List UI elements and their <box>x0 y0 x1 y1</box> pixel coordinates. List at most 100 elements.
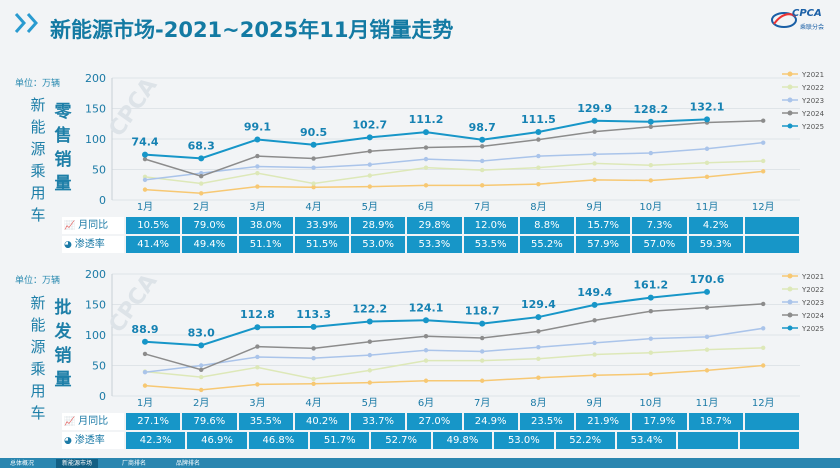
row-label-text: 渗透率 <box>74 239 105 250</box>
data-label: 88.9 <box>131 323 158 336</box>
data-point <box>704 305 710 310</box>
data-point <box>366 134 373 141</box>
legend-marker <box>787 97 793 103</box>
series-line-y2023 <box>144 327 764 373</box>
table-cell: 28.9% <box>351 217 408 234</box>
data-point <box>592 152 597 157</box>
x-tick-label: 9月 <box>586 397 602 409</box>
footer-bar <box>0 458 840 468</box>
data-point <box>199 374 204 380</box>
data-point <box>255 354 260 360</box>
legend-label: Y2022 <box>801 286 824 294</box>
data-table-retail: 📈 月同比 10.5% 79.0% 38.0% 33.9% 28.9% 29.8% 12.0%… <box>62 217 799 255</box>
x-tick-label: 5月 <box>362 201 378 213</box>
cpca-logo <box>771 12 797 28</box>
table-row: 📈 月同比 10.5% 79.0% 38.0% 33.9% 28.9% 29.8% 12.0%… <box>62 217 799 234</box>
data-point <box>761 345 766 351</box>
data-label: 132.1 <box>690 100 725 113</box>
footer-tab[interactable]: 厂商排名 <box>122 460 147 467</box>
table-cell: 23.5% <box>519 413 576 430</box>
table-cell: 35.5% <box>238 413 295 430</box>
y-tick-label: 100 <box>85 329 106 342</box>
data-point <box>423 145 429 150</box>
data-point <box>648 124 653 129</box>
data-point <box>592 161 597 166</box>
line-chart-icon: 📈 <box>64 221 79 231</box>
data-label: 170.6 <box>690 273 725 286</box>
data-point <box>647 294 654 301</box>
x-tick-label: 3月 <box>249 201 265 213</box>
table-row-label: ◕ 渗透率 <box>62 236 126 253</box>
data-point <box>311 381 316 386</box>
data-point <box>704 334 710 340</box>
data-point <box>423 378 429 383</box>
series-line-y2024 <box>144 303 764 371</box>
table-cell <box>744 217 799 234</box>
x-tick-label: 12月 <box>752 397 775 409</box>
line-chart-icon: 📈 <box>64 417 79 427</box>
data-point <box>142 187 148 192</box>
y-tick-label: 200 <box>85 268 106 281</box>
data-label: 74.4 <box>131 136 158 149</box>
data-point <box>311 355 316 361</box>
data-point <box>367 184 372 189</box>
data-point <box>255 382 260 387</box>
x-tick-label: 7月 <box>474 201 490 213</box>
data-point <box>480 349 485 354</box>
data-point <box>648 309 653 314</box>
data-point <box>648 150 653 156</box>
legend-label: Y2024 <box>801 312 825 320</box>
data-point <box>142 174 148 180</box>
data-point <box>704 288 710 295</box>
data-point <box>367 162 372 167</box>
table-cell: 46.8% <box>248 432 311 449</box>
y-tick-label: 200 <box>85 72 106 85</box>
data-point <box>591 301 598 308</box>
data-point <box>536 165 541 170</box>
data-point <box>367 380 372 385</box>
table-cell: 12.0% <box>463 217 520 234</box>
data-point <box>199 181 204 186</box>
data-point <box>647 118 654 125</box>
data-label: 113.3 <box>296 308 331 321</box>
row-label-text: 月同比 <box>78 220 109 231</box>
data-point <box>255 164 260 169</box>
data-point <box>142 351 148 357</box>
unit-label: 单位：万辆 <box>15 79 61 89</box>
y-tick-label: 150 <box>85 299 106 312</box>
legend-label: Y2021 <box>801 273 824 281</box>
logo-text: CPCA <box>792 8 822 19</box>
legend-label: Y2025 <box>801 123 824 131</box>
x-tick-label: 2月 <box>193 397 209 409</box>
table-cell: 27.0% <box>407 413 464 430</box>
footer-tab[interactable]: 品牌排名 <box>176 460 201 467</box>
data-point <box>704 116 710 123</box>
pie-chart-icon: ◕ <box>64 436 75 446</box>
data-point <box>423 358 429 363</box>
table-row-label: ◕ 渗透率 <box>62 432 126 449</box>
data-point <box>199 191 204 196</box>
footer-tab[interactable]: 总体概况 <box>10 460 35 467</box>
x-tick-label: 2月 <box>193 201 209 213</box>
footer-tab-active[interactable]: 新能源市场 <box>56 459 99 468</box>
data-point <box>592 340 597 346</box>
data-point <box>761 140 766 145</box>
data-point <box>254 324 261 331</box>
data-label: 98.7 <box>469 121 496 134</box>
table-row-label: 📈 月同比 <box>62 413 126 430</box>
data-point <box>367 173 372 178</box>
legend-label: Y2022 <box>801 84 824 92</box>
data-point <box>311 184 316 190</box>
y-tick-label: 50 <box>92 360 106 373</box>
legend-label: Y2025 <box>801 325 824 333</box>
table-cell: 29.8% <box>407 217 464 234</box>
data-point <box>536 375 541 380</box>
data-point <box>761 158 766 164</box>
data-point <box>704 160 710 165</box>
data-point <box>536 137 541 142</box>
data-point <box>367 339 372 344</box>
y-tick-label: 0 <box>99 390 106 403</box>
data-label: 129.4 <box>521 298 556 311</box>
x-tick-label: 10月 <box>639 397 662 409</box>
data-point <box>761 363 766 368</box>
